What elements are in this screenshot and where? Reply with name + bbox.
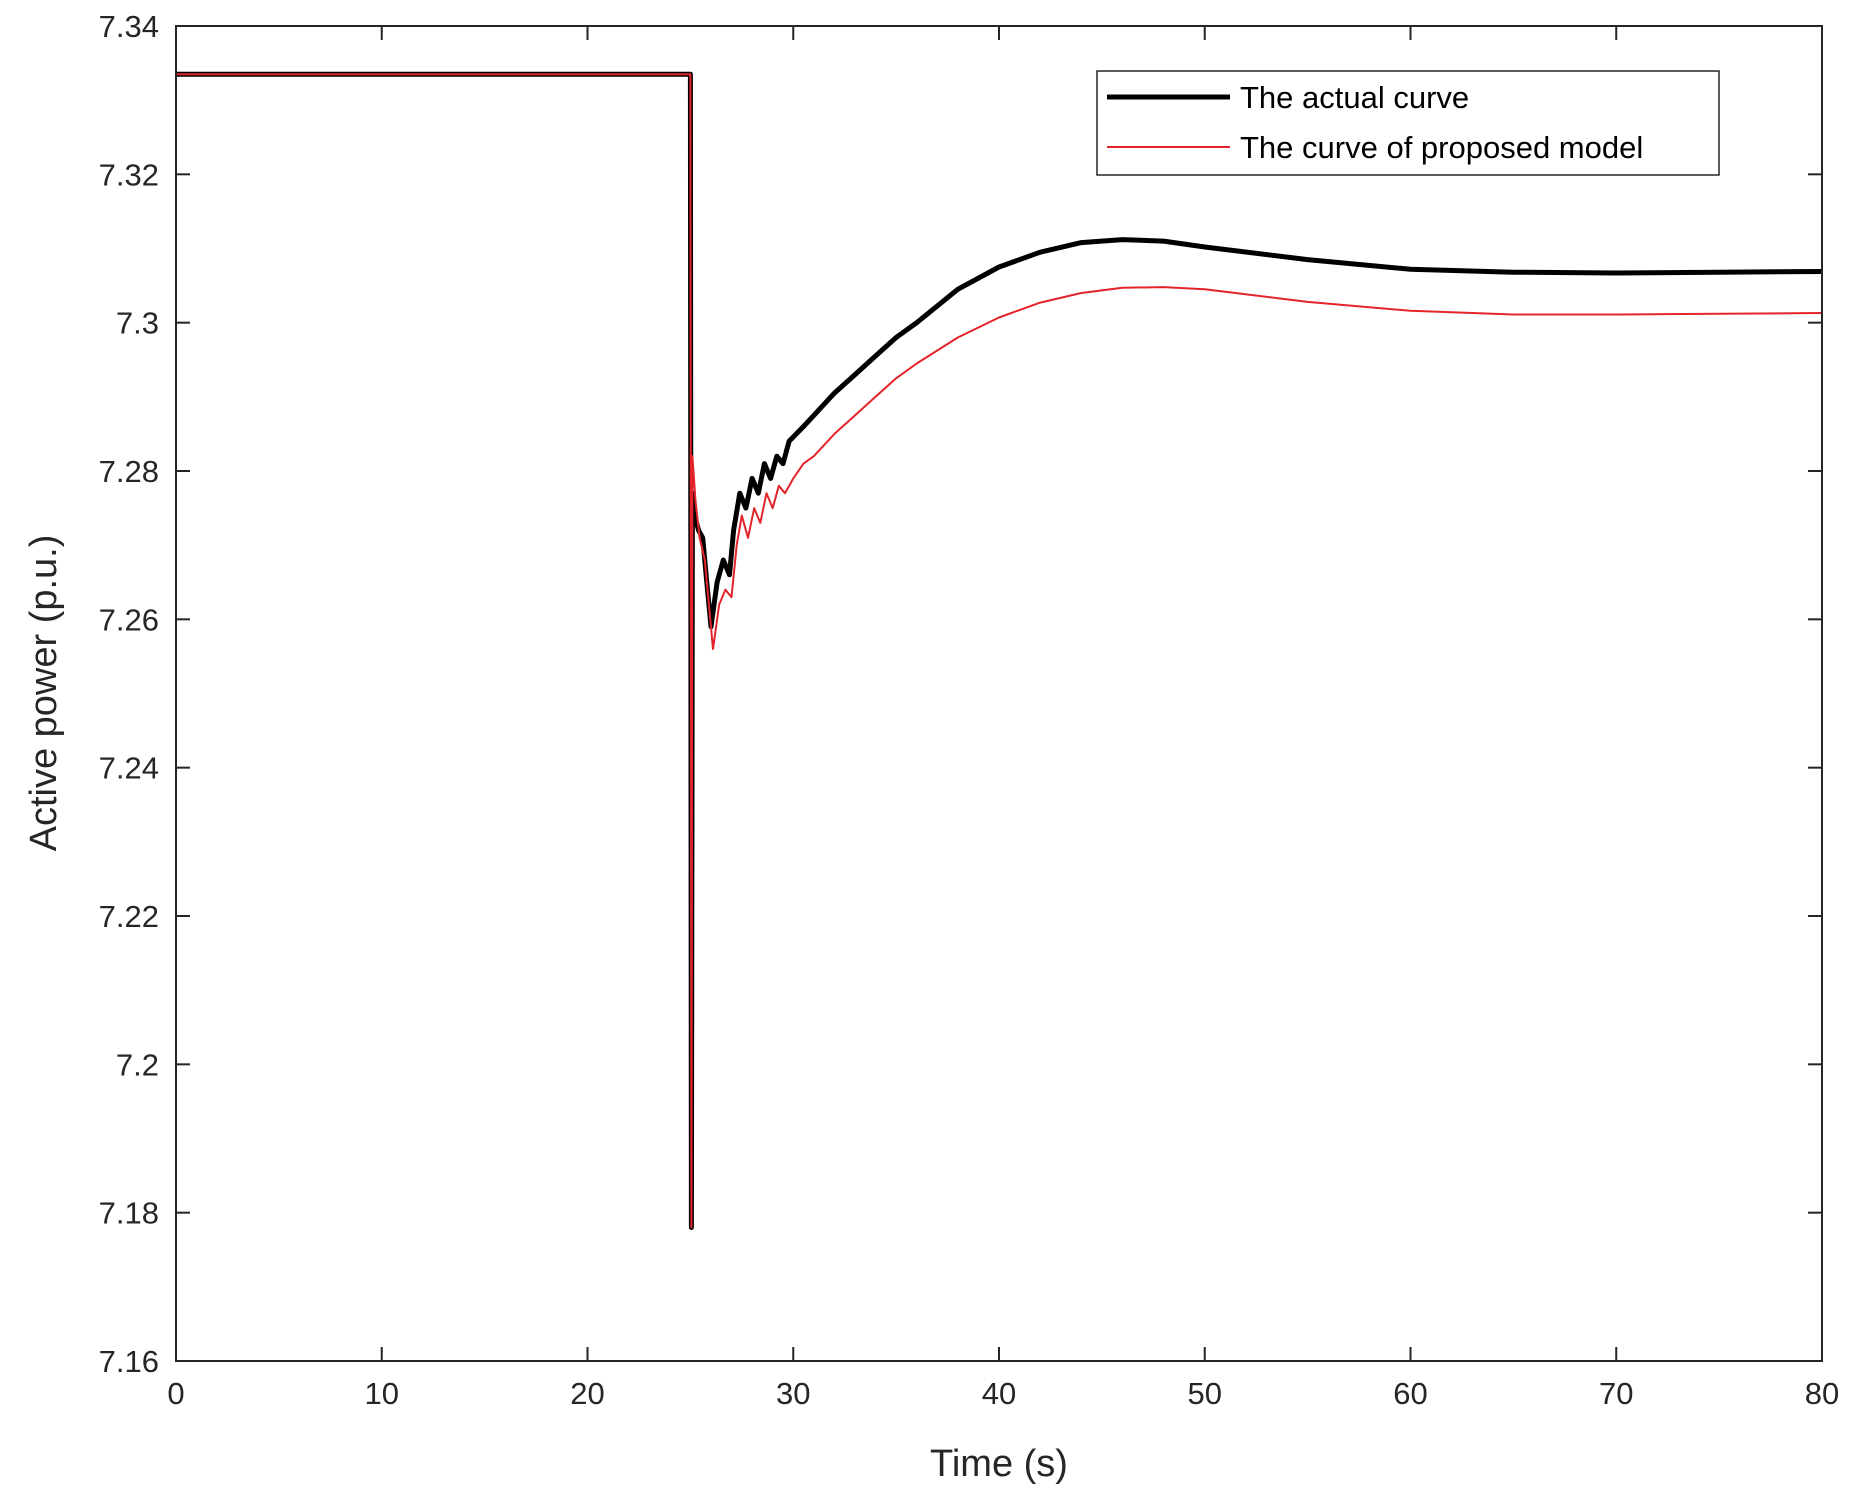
legend-box bbox=[1096, 70, 1720, 176]
y-tick-label: 7.24 bbox=[99, 751, 159, 786]
y-axis-label: Active power (p.u.) bbox=[23, 535, 65, 852]
x-tick-label: 50 bbox=[1188, 1376, 1222, 1411]
legend-label-actual: The actual curve bbox=[1240, 80, 1469, 115]
x-tick-label: 70 bbox=[1599, 1376, 1633, 1411]
x-tick-label: 10 bbox=[365, 1376, 399, 1411]
plot-area bbox=[176, 26, 1822, 1361]
y-tick-label: 7.22 bbox=[99, 899, 159, 934]
y-tick-label: 7.18 bbox=[99, 1196, 159, 1231]
x-tick-label: 80 bbox=[1805, 1376, 1839, 1411]
x-tick-label: 30 bbox=[776, 1376, 810, 1411]
x-axis-label: Time (s) bbox=[930, 1443, 1068, 1485]
y-tick-label: 7.28 bbox=[99, 454, 159, 489]
legend-label-proposed: The curve of proposed model bbox=[1240, 130, 1643, 165]
ticks-layer: 0 10 20 30 40 50 60 70 80 7.16 7.18 7.2 7.22 7.24 7.26… bbox=[99, 9, 1840, 1411]
y-tick-label: 7.26 bbox=[99, 602, 159, 637]
x-tick-label: 0 bbox=[167, 1376, 184, 1411]
series-line-actual bbox=[176, 71, 1823, 1230]
axes-box bbox=[175, 25, 1823, 1362]
legend: The actual curve The curve of proposed m… bbox=[1096, 70, 1720, 176]
y-tick-label: 7.3 bbox=[116, 306, 159, 341]
x-tick-label: 40 bbox=[982, 1376, 1016, 1411]
x-tick-label: 20 bbox=[570, 1376, 604, 1411]
x-tick-label: 60 bbox=[1393, 1376, 1427, 1411]
series-line-proposed bbox=[176, 73, 1823, 1229]
y-tick-label: 7.2 bbox=[116, 1047, 159, 1082]
y-tick-label: 7.34 bbox=[99, 9, 159, 44]
y-tick-label: 7.32 bbox=[99, 157, 159, 192]
y-tick-label: 7.16 bbox=[99, 1344, 159, 1379]
series-layer bbox=[176, 71, 1823, 1230]
